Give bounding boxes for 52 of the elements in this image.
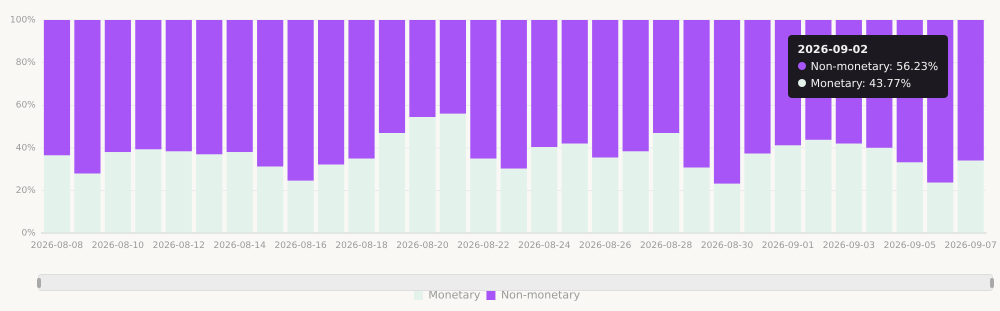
y-tick-label: 80% bbox=[16, 58, 36, 68]
x-tick-label: 2026-08-14 bbox=[214, 240, 266, 251]
annotation: Non-monetary: 56.23% bbox=[810, 58, 938, 75]
bar bbox=[470, 20, 496, 159]
bar bbox=[653, 20, 680, 133]
bar bbox=[257, 20, 284, 166]
bar bbox=[288, 20, 314, 181]
x-tick-label: 2026-08-28 bbox=[640, 240, 693, 251]
bar bbox=[714, 20, 740, 184]
legend-label: Non-monetary bbox=[500, 288, 581, 302]
bar bbox=[683, 20, 710, 168]
x-tick-label: 2026-09-07 bbox=[944, 240, 997, 251]
x-tick-label: 2026-08-26 bbox=[579, 240, 632, 251]
bar bbox=[592, 20, 618, 158]
bar bbox=[440, 20, 466, 114]
x-tick-label: 2026-09-05 bbox=[884, 240, 936, 251]
bar bbox=[622, 20, 649, 152]
y-tick-label: 20% bbox=[16, 186, 36, 196]
legend-label: Monetary bbox=[428, 288, 481, 302]
y-tick-label: 100% bbox=[10, 15, 36, 26]
y-tick-label: 40% bbox=[16, 143, 36, 154]
x-tick-label: 2026-08-18 bbox=[335, 240, 388, 251]
annotation: 2026-09-02 bbox=[798, 42, 869, 58]
bar bbox=[226, 20, 253, 152]
bar bbox=[135, 20, 162, 150]
bar bbox=[378, 20, 406, 133]
bar bbox=[562, 20, 588, 144]
bar bbox=[196, 20, 222, 154]
bar bbox=[531, 20, 558, 148]
bar bbox=[318, 20, 344, 165]
x-tick-label: 2026-08-12 bbox=[152, 240, 205, 251]
bar bbox=[409, 20, 436, 118]
bar bbox=[166, 20, 192, 152]
x-tick-label: 2026-08-10 bbox=[92, 240, 144, 251]
y-tick-label: 0% bbox=[21, 228, 36, 239]
annotation: Monetary: 43.77% bbox=[810, 76, 912, 92]
x-tick-label: 2026-08-20 bbox=[396, 240, 449, 251]
bar bbox=[500, 20, 527, 169]
y-tick-label: 60% bbox=[16, 100, 36, 111]
bar bbox=[74, 20, 101, 174]
bar bbox=[348, 20, 375, 159]
x-tick-label: 2026-09-01 bbox=[762, 240, 814, 251]
bar bbox=[744, 20, 771, 154]
x-tick-label: 2026-08-16 bbox=[274, 240, 328, 251]
bar bbox=[958, 20, 984, 160]
bar bbox=[44, 20, 70, 156]
x-tick-label: 2026-08-08 bbox=[30, 240, 84, 251]
bar bbox=[104, 20, 131, 152]
x-tick-label: 2026-08-22 bbox=[457, 240, 510, 251]
x-tick-label: 2026-08-24 bbox=[518, 240, 571, 251]
x-tick-label: 2026-08-30 bbox=[700, 240, 754, 251]
x-tick-label: 2026-09-03 bbox=[822, 240, 876, 251]
